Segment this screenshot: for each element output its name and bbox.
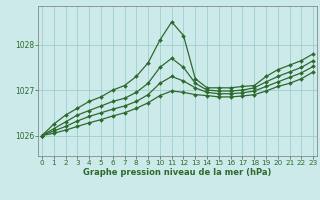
X-axis label: Graphe pression niveau de la mer (hPa): Graphe pression niveau de la mer (hPa) <box>84 168 272 177</box>
